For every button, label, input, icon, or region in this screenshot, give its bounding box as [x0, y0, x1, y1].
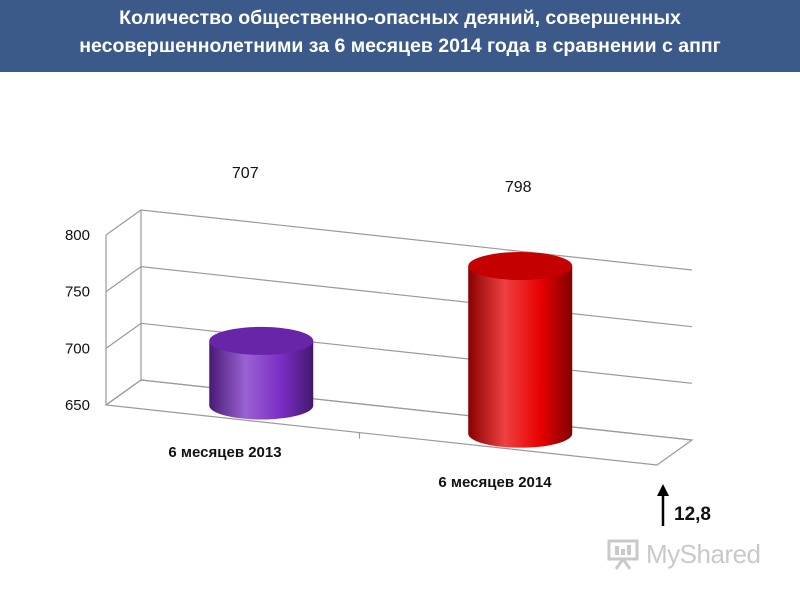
y-tick-label: 650: [65, 397, 90, 414]
chart-title-line-1: Количество общественно-опасных деяний, с…: [119, 7, 681, 29]
gridline-800: [105, 209, 693, 271]
bars: [209, 251, 573, 448]
watermark-text: MyShared: [646, 539, 761, 569]
y-tick-label: 800: [65, 227, 90, 244]
y-tick-label: 700: [65, 340, 90, 357]
title-banner: Количество общественно-опасных деяний, с…: [0, 0, 800, 72]
gridline-700: [105, 322, 693, 384]
chart-title-line-2: несовершеннолетними за 6 месяцев 2014 го…: [79, 35, 721, 57]
gridline-750: [105, 266, 693, 328]
watermark-logo: MyShared: [606, 537, 766, 571]
x-tick-label: 6 месяцев 2014: [438, 474, 552, 491]
bar-2: [468, 251, 573, 448]
y-axis: 650 700 750 800: [65, 227, 90, 414]
data-label: 707: [232, 165, 259, 182]
bar-1: [209, 326, 314, 420]
presentation-icon: [607, 539, 639, 570]
bar-body: [209, 340, 314, 420]
chart-title: Количество общественно-опасных деяний, с…: [0, 4, 800, 60]
bar-top: [209, 326, 314, 355]
data-label: 798: [505, 179, 532, 196]
x-axis: 6 месяцев 2013 6 месяцев 2014: [168, 444, 552, 491]
grid: [104, 209, 694, 466]
y-tick-label: 750: [65, 284, 90, 301]
bar-top: [468, 251, 573, 280]
change-value: 12,8: [674, 504, 711, 525]
bar-body: [468, 265, 573, 448]
up-arrow-icon: [657, 484, 669, 526]
floor: [104, 379, 694, 466]
data-labels: 707 798: [232, 165, 532, 196]
x-tick-label: 6 месяцев 2013: [168, 444, 281, 461]
